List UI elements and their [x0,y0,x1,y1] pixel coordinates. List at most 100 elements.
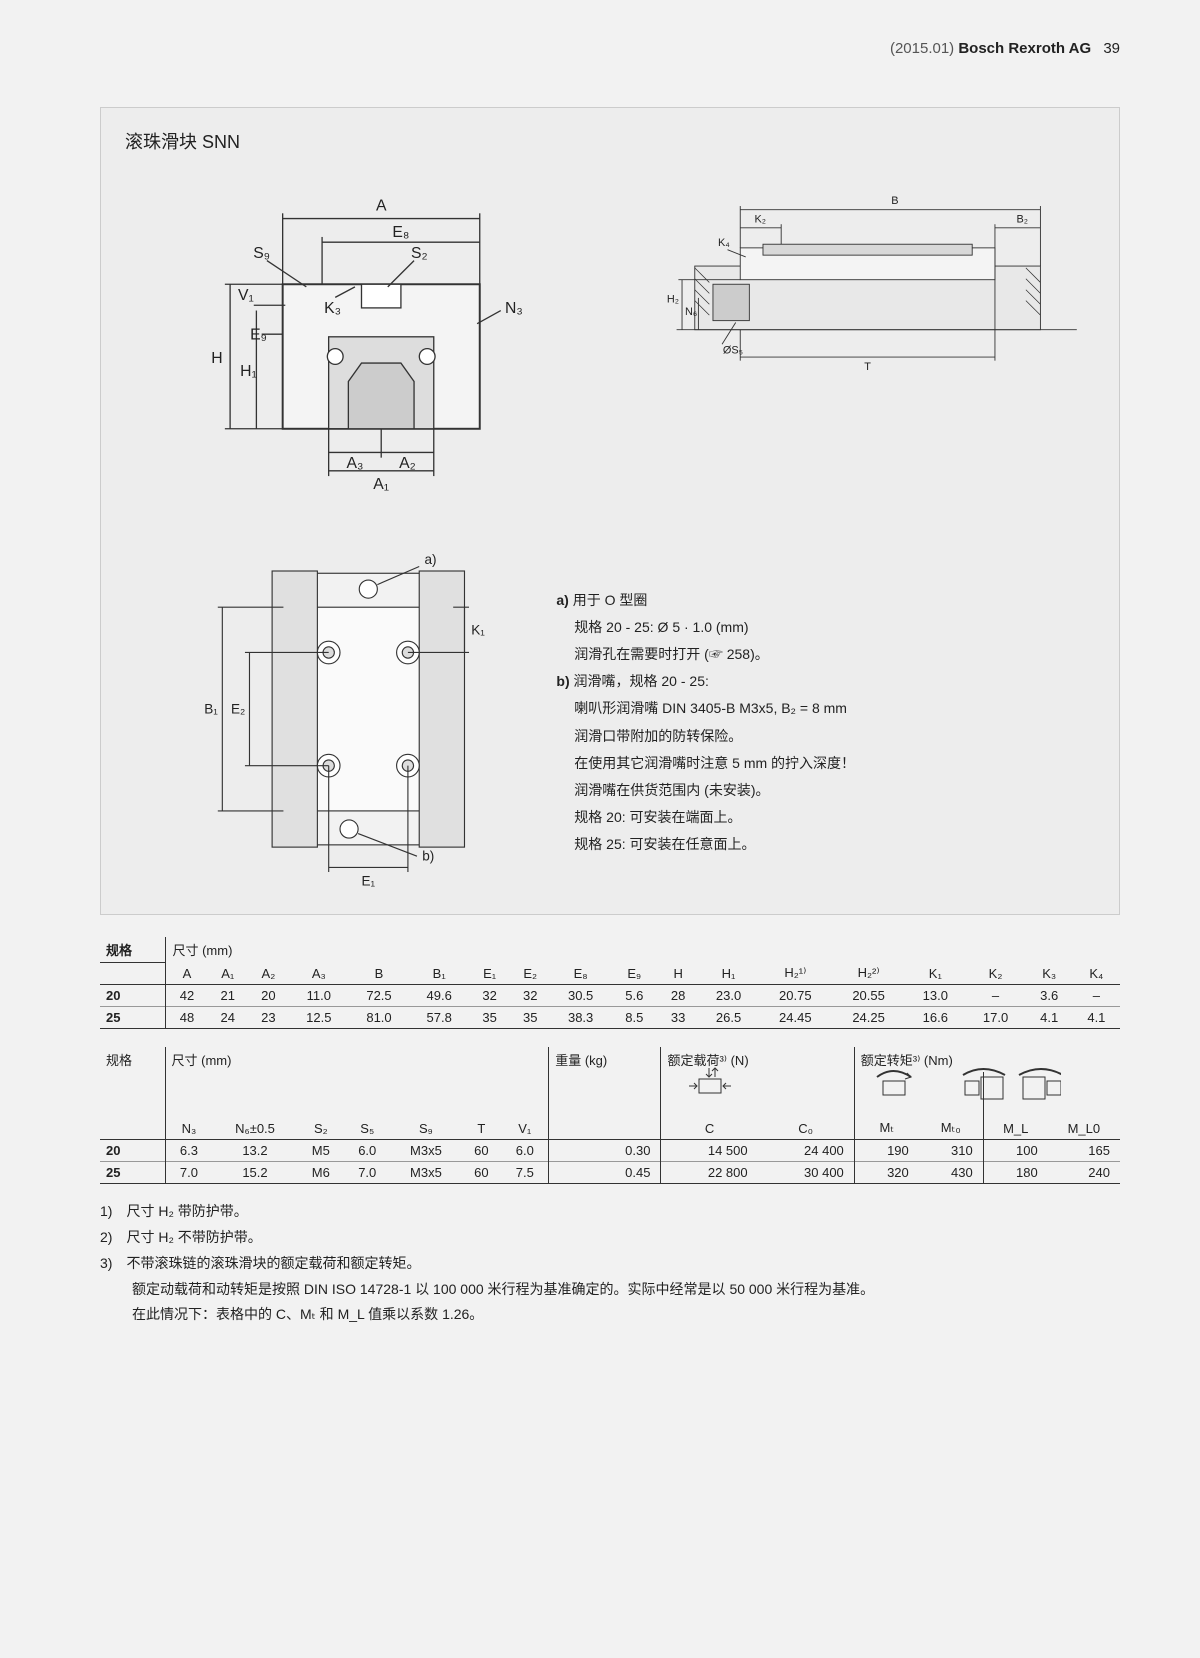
t1-cell: 16.6 [905,1007,965,1029]
load-icon [681,1065,739,1101]
t2-cell: 60 [461,1140,501,1162]
t1-cell: 17.0 [965,1007,1025,1029]
dimensions-table-1: 规格 尺寸 (mm) AA₁A₂A₃BB₁E₁E₂E₈E₉HH₁H₂¹⁾H₂²⁾… [100,937,1120,1030]
t1-col: H₂¹⁾ [759,962,832,985]
t1-cell: 24.25 [832,1007,905,1029]
note-b7: 规格 25: 可安装在任意面上。 [574,836,755,852]
lbl-N6: N₆ [685,306,697,318]
notes-block: a) 用于 O 型圈 规格 20 - 25: Ø 5 · 1.0 (mm) 润滑… [556,528,1095,890]
note-b-label: b) [556,673,569,689]
t1-cell: 49.6 [409,985,469,1007]
lbl-T: T [864,361,871,373]
t1-cell: 30.5 [551,985,611,1007]
lbl-H: H [211,350,222,367]
t1-group2: 尺寸 (mm) [166,937,1120,963]
t2-col [549,1072,661,1140]
t1-group1: 规格 [100,937,166,963]
footnote-3c: 在此情况下：表格中的 C、Mₜ 和 M_L 值乘以系数 1.26。 [100,1303,1120,1327]
t1-cell: 13.0 [905,985,965,1007]
lbl-K2: K₂ [755,213,767,225]
lbl-B1: B₁ [204,701,218,716]
lbl-H2: H₂ [667,293,679,305]
t2-cell: 7.0 [344,1162,390,1184]
t2-cell: M3x5 [390,1140,461,1162]
lbl-E8: E₈ [392,224,409,241]
note-a2: 规格 20 - 25: Ø 5 · 1.0 (mm) [574,619,748,635]
t2-cell: 7.5 [501,1162,548,1184]
t2-cell: 310 [919,1140,983,1162]
t1-cell: 5.6 [611,985,658,1007]
t2-cell: 22 800 [661,1162,758,1184]
lbl-S2: S₂ [411,245,428,262]
t1-col: H [658,962,699,985]
t2-cell: 15.2 [212,1162,297,1184]
lbl-E1: E₁ [361,873,375,888]
t1-cell: 21 [207,985,248,1007]
footnote-3a: 3) 不带滚珠链的滚珠滑块的额定载荷和额定转矩。 [100,1252,1120,1276]
torque-icons [861,1063,1061,1103]
t1-cell: 48 [166,1007,208,1029]
t2-cell: M5 [298,1140,344,1162]
t1-cell: 20.75 [759,985,832,1007]
t1-cell: 11.0 [289,985,349,1007]
lbl-E2: E₂ [231,701,245,716]
t1-cell: 20 [248,985,289,1007]
t1-cell: 33 [658,1007,699,1029]
note-b1: 润滑嘴，规格 20 - 25: [574,673,709,689]
t2-col: S₂ [298,1072,344,1140]
t1-cell: 23.0 [698,985,758,1007]
diagram-cross-section: A E₈ S₉ S₂ V₁ K₃ N₃ E₉ H H₁ A₃ A₂ A₁ [125,166,598,508]
t2-cell: 165 [1048,1140,1120,1162]
t2-cell: 14 500 [661,1140,758,1162]
page-header: (2015.01) Bosch Rexroth AG 39 [100,40,1120,57]
t2-cell: 100 [983,1140,1047,1162]
t1-cell: 28 [658,985,699,1007]
t2-cell: 6.3 [165,1140,212,1162]
note-b6: 规格 20: 可安装在端面上。 [574,809,741,825]
note-b4: 在使用其它润滑嘴时注意 5 mm 的拧入深度！ [574,755,855,771]
footnote-2: 2) 尺寸 H₂ 不带防护带。 [100,1226,1120,1250]
t1-rowkey: 20 [100,985,166,1007]
t1-col: A [166,962,208,985]
t1-cell: 12.5 [289,1007,349,1029]
t1-col: E₉ [611,962,658,985]
t2-cell: 7.0 [165,1162,212,1184]
t1-cell: 4.1 [1026,1007,1073,1029]
t2-col: N₃ [165,1072,212,1140]
t2-col: V₁ [501,1072,548,1140]
lbl-K1: K₁ [471,622,485,637]
note-b3: 润滑口带附加的防转保险。 [574,728,742,744]
t2-col: T [461,1072,501,1140]
note-a3: 润滑孔在需要时打开 (☞ 258)。 [574,646,768,662]
t1-cell: 26.5 [698,1007,758,1029]
t2-cell: M6 [298,1162,344,1184]
t1-col: E₂ [510,962,551,985]
t1-cell: 42 [166,985,208,1007]
dimensions-table-2: 规格 尺寸 (mm) 重量 (kg) 额定载荷³⁾ (N) 额定转矩³⁾ [100,1047,1120,1184]
note-a-label: a) [556,592,568,608]
t1-col: E₁ [469,962,510,985]
lbl-A2: A₂ [399,455,416,472]
t2-cell: M3x5 [390,1162,461,1184]
t1-col: A₂ [248,962,289,985]
t1-cell: 35 [469,1007,510,1029]
lbl-A1: A₁ [373,476,389,493]
lbl-K4: K₄ [718,237,730,249]
lbl-a: a) [425,552,437,567]
footnote-1: 1) 尺寸 H₂ 带防护带。 [100,1200,1120,1224]
t1-cell: 57.8 [409,1007,469,1029]
t2-cell: 180 [983,1162,1047,1184]
t1-cell: – [1073,985,1120,1007]
t2-col: C₀ [758,1072,855,1140]
lbl-S5: ØS₅ [723,344,743,356]
t1-cell: 4.1 [1073,1007,1120,1029]
diagram-top-view: a) b) B₁ E₂ K₁ E₁ [125,528,532,890]
t1-cell: 8.5 [611,1007,658,1029]
t2-g1: 规格 [100,1047,165,1072]
t1-col: B [349,962,409,985]
t1-cell: 32 [510,985,551,1007]
t2-cell: 24 400 [758,1140,855,1162]
section-title: 滚珠滑块 SNN [125,128,1095,154]
t1-cell: 38.3 [551,1007,611,1029]
t2-g3: 重量 (kg) [549,1047,661,1072]
